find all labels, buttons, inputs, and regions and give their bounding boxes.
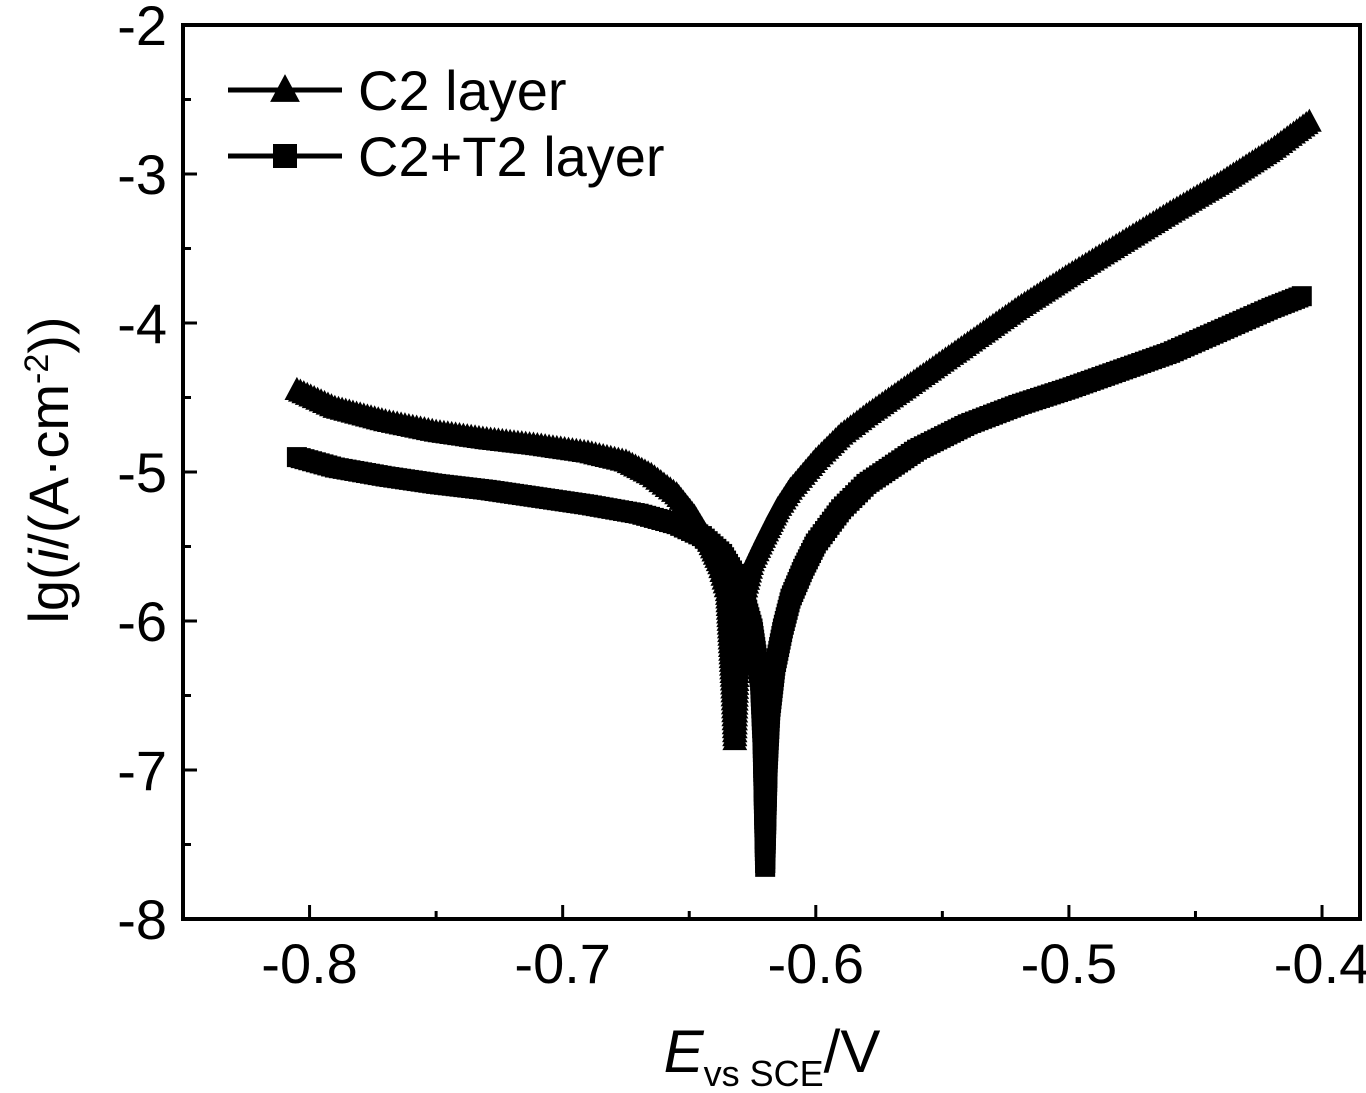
x-tick-label: -0.6 [768, 932, 865, 995]
triangle-marker [270, 74, 300, 102]
triangle-marker [1296, 108, 1322, 132]
legend-label: C2 layer [358, 59, 567, 122]
y-tick-label: -6 [117, 590, 167, 653]
y-axis-title: lg(i/(A·cm-2)) [17, 316, 80, 623]
x-tick-label: -0.7 [514, 932, 611, 995]
legend-label: C2+T2 layer [358, 125, 665, 188]
y-tick-label: -8 [117, 888, 167, 951]
legend-item: C2+T2 layer [228, 125, 665, 188]
y-tick-label: -2 [117, 0, 167, 57]
y-tick-label: -7 [117, 739, 167, 802]
x-tick-label: -0.4 [1274, 932, 1366, 995]
tick-labels: -0.8 -0.7 -0.6 -0.5 -0.4 -8 -7 -6 -5 -4 -3 -2 [117, 0, 1366, 995]
x-tick-label: -0.8 [261, 932, 358, 995]
square-marker [1291, 286, 1312, 307]
y-tick-label: -4 [117, 292, 167, 355]
series-triangle [284, 108, 1322, 751]
y-tick-label: -3 [117, 143, 167, 206]
y-tick-label: -5 [117, 441, 167, 504]
axis-ticks [183, 23, 1324, 921]
x-tick-label: -0.5 [1021, 932, 1118, 995]
series-square [286, 286, 1312, 877]
x-axis-title: Evs SCE/V [664, 1018, 881, 1093]
legend-item: C2 layer [228, 59, 567, 122]
data-series [284, 108, 1322, 877]
square-marker [273, 144, 297, 168]
